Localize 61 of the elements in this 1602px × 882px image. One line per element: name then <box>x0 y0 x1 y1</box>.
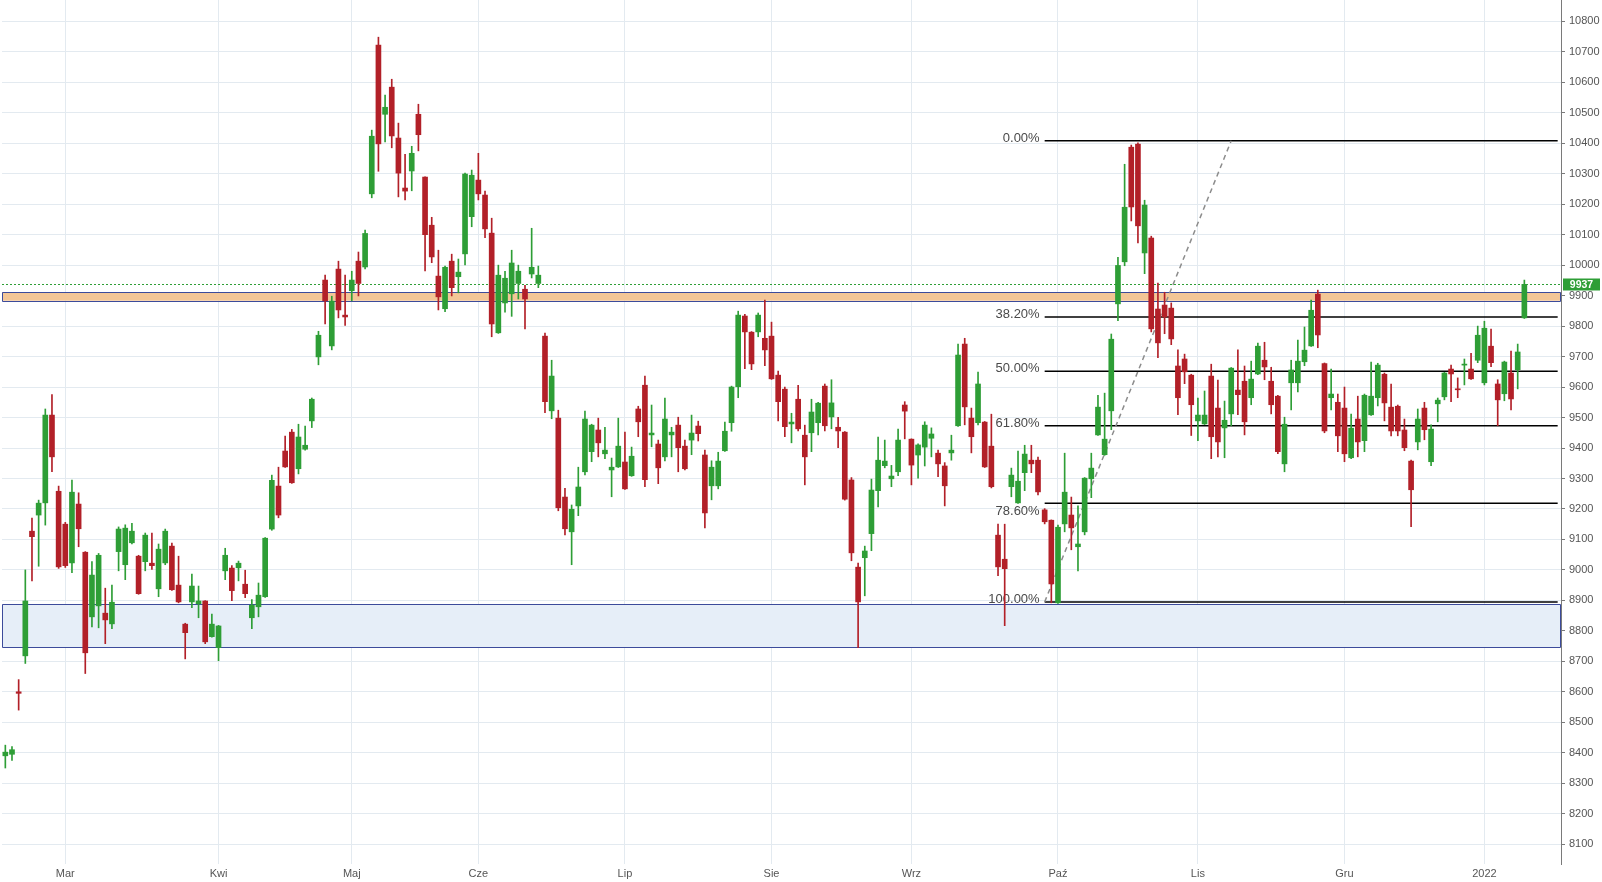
y-tick-label: 9400 <box>1569 441 1594 454</box>
candlestick <box>182 622 189 660</box>
candlestick <box>29 517 35 582</box>
y-tick-label: 8700 <box>1569 654 1594 667</box>
x-tick-label: 2022 <box>1472 866 1497 879</box>
y-tick-label: 10400 <box>1569 136 1600 149</box>
y-tick-label: 9200 <box>1569 501 1594 514</box>
y-tick-label: 8500 <box>1569 715 1594 728</box>
y-tick-label: 9500 <box>1569 410 1594 423</box>
x-tick-label: Gru <box>1335 866 1354 879</box>
y-tick-label: 10700 <box>1569 44 1600 57</box>
candlestick <box>522 284 528 330</box>
candlestick <box>835 416 841 449</box>
y-tick-label: 10800 <box>1569 14 1600 27</box>
y-tick-label: 8400 <box>1569 745 1594 758</box>
candlestick <box>1328 368 1334 411</box>
candlestick <box>149 532 155 570</box>
candlestick <box>1434 397 1441 423</box>
candlestick <box>382 94 388 143</box>
y-tick-label: 10600 <box>1569 75 1600 88</box>
y-tick-label: 9800 <box>1569 319 1594 332</box>
series-label: 78.60% <box>995 503 1041 519</box>
y-tick-label: 8100 <box>1569 837 1594 850</box>
y-tick-label: 8900 <box>1569 593 1594 606</box>
series-label: 61.80% <box>995 414 1041 430</box>
candlestick <box>102 587 109 644</box>
ref-line-label: 9937 <box>1569 277 1594 290</box>
y-tick-label: 9700 <box>1569 349 1594 362</box>
candlestick <box>602 426 608 459</box>
y-tick-label: 10100 <box>1569 227 1600 240</box>
x-tick-label: Paź <box>1048 866 1068 879</box>
x-tick-label: Sie <box>763 866 780 879</box>
y-tick-label: 8800 <box>1569 623 1594 636</box>
y-tick-label: 9600 <box>1569 380 1594 393</box>
series-label: 0.00% <box>1002 129 1041 145</box>
y-tick-label: 8200 <box>1569 806 1594 819</box>
candlestick <box>1448 364 1454 403</box>
series-label: 38.20% <box>995 305 1041 321</box>
candlestick <box>1454 377 1461 399</box>
y-tick-label: 9100 <box>1569 532 1594 545</box>
y-tick-label: 10300 <box>1569 166 1600 179</box>
y-tick-label: 8600 <box>1569 684 1594 697</box>
y-tick-label: 9900 <box>1569 288 1594 301</box>
x-tick-label: Lip <box>617 866 633 879</box>
x-tick-label: Kwi <box>209 866 228 879</box>
candlestick <box>1068 496 1075 551</box>
x-tick-label: Mar <box>55 866 76 879</box>
y-tick-label: 10500 <box>1569 105 1600 118</box>
candlestick <box>901 401 908 440</box>
y-tick-label: 8300 <box>1569 776 1594 789</box>
x-tick-label: Maj <box>342 866 361 879</box>
candlestick <box>861 545 868 597</box>
y-tick-label: 9300 <box>1569 471 1594 484</box>
x-tick-label: Cze <box>468 866 489 879</box>
candlestick <box>1075 505 1081 572</box>
y-tick-label: 10200 <box>1569 197 1600 210</box>
x-tick-label: Wrz <box>901 866 922 879</box>
series-label: 50.00% <box>995 360 1041 376</box>
x-tick-label: Lis <box>1190 866 1206 879</box>
y-tick-label: 10000 <box>1569 258 1600 271</box>
y-tick-label: 9000 <box>1569 562 1594 575</box>
